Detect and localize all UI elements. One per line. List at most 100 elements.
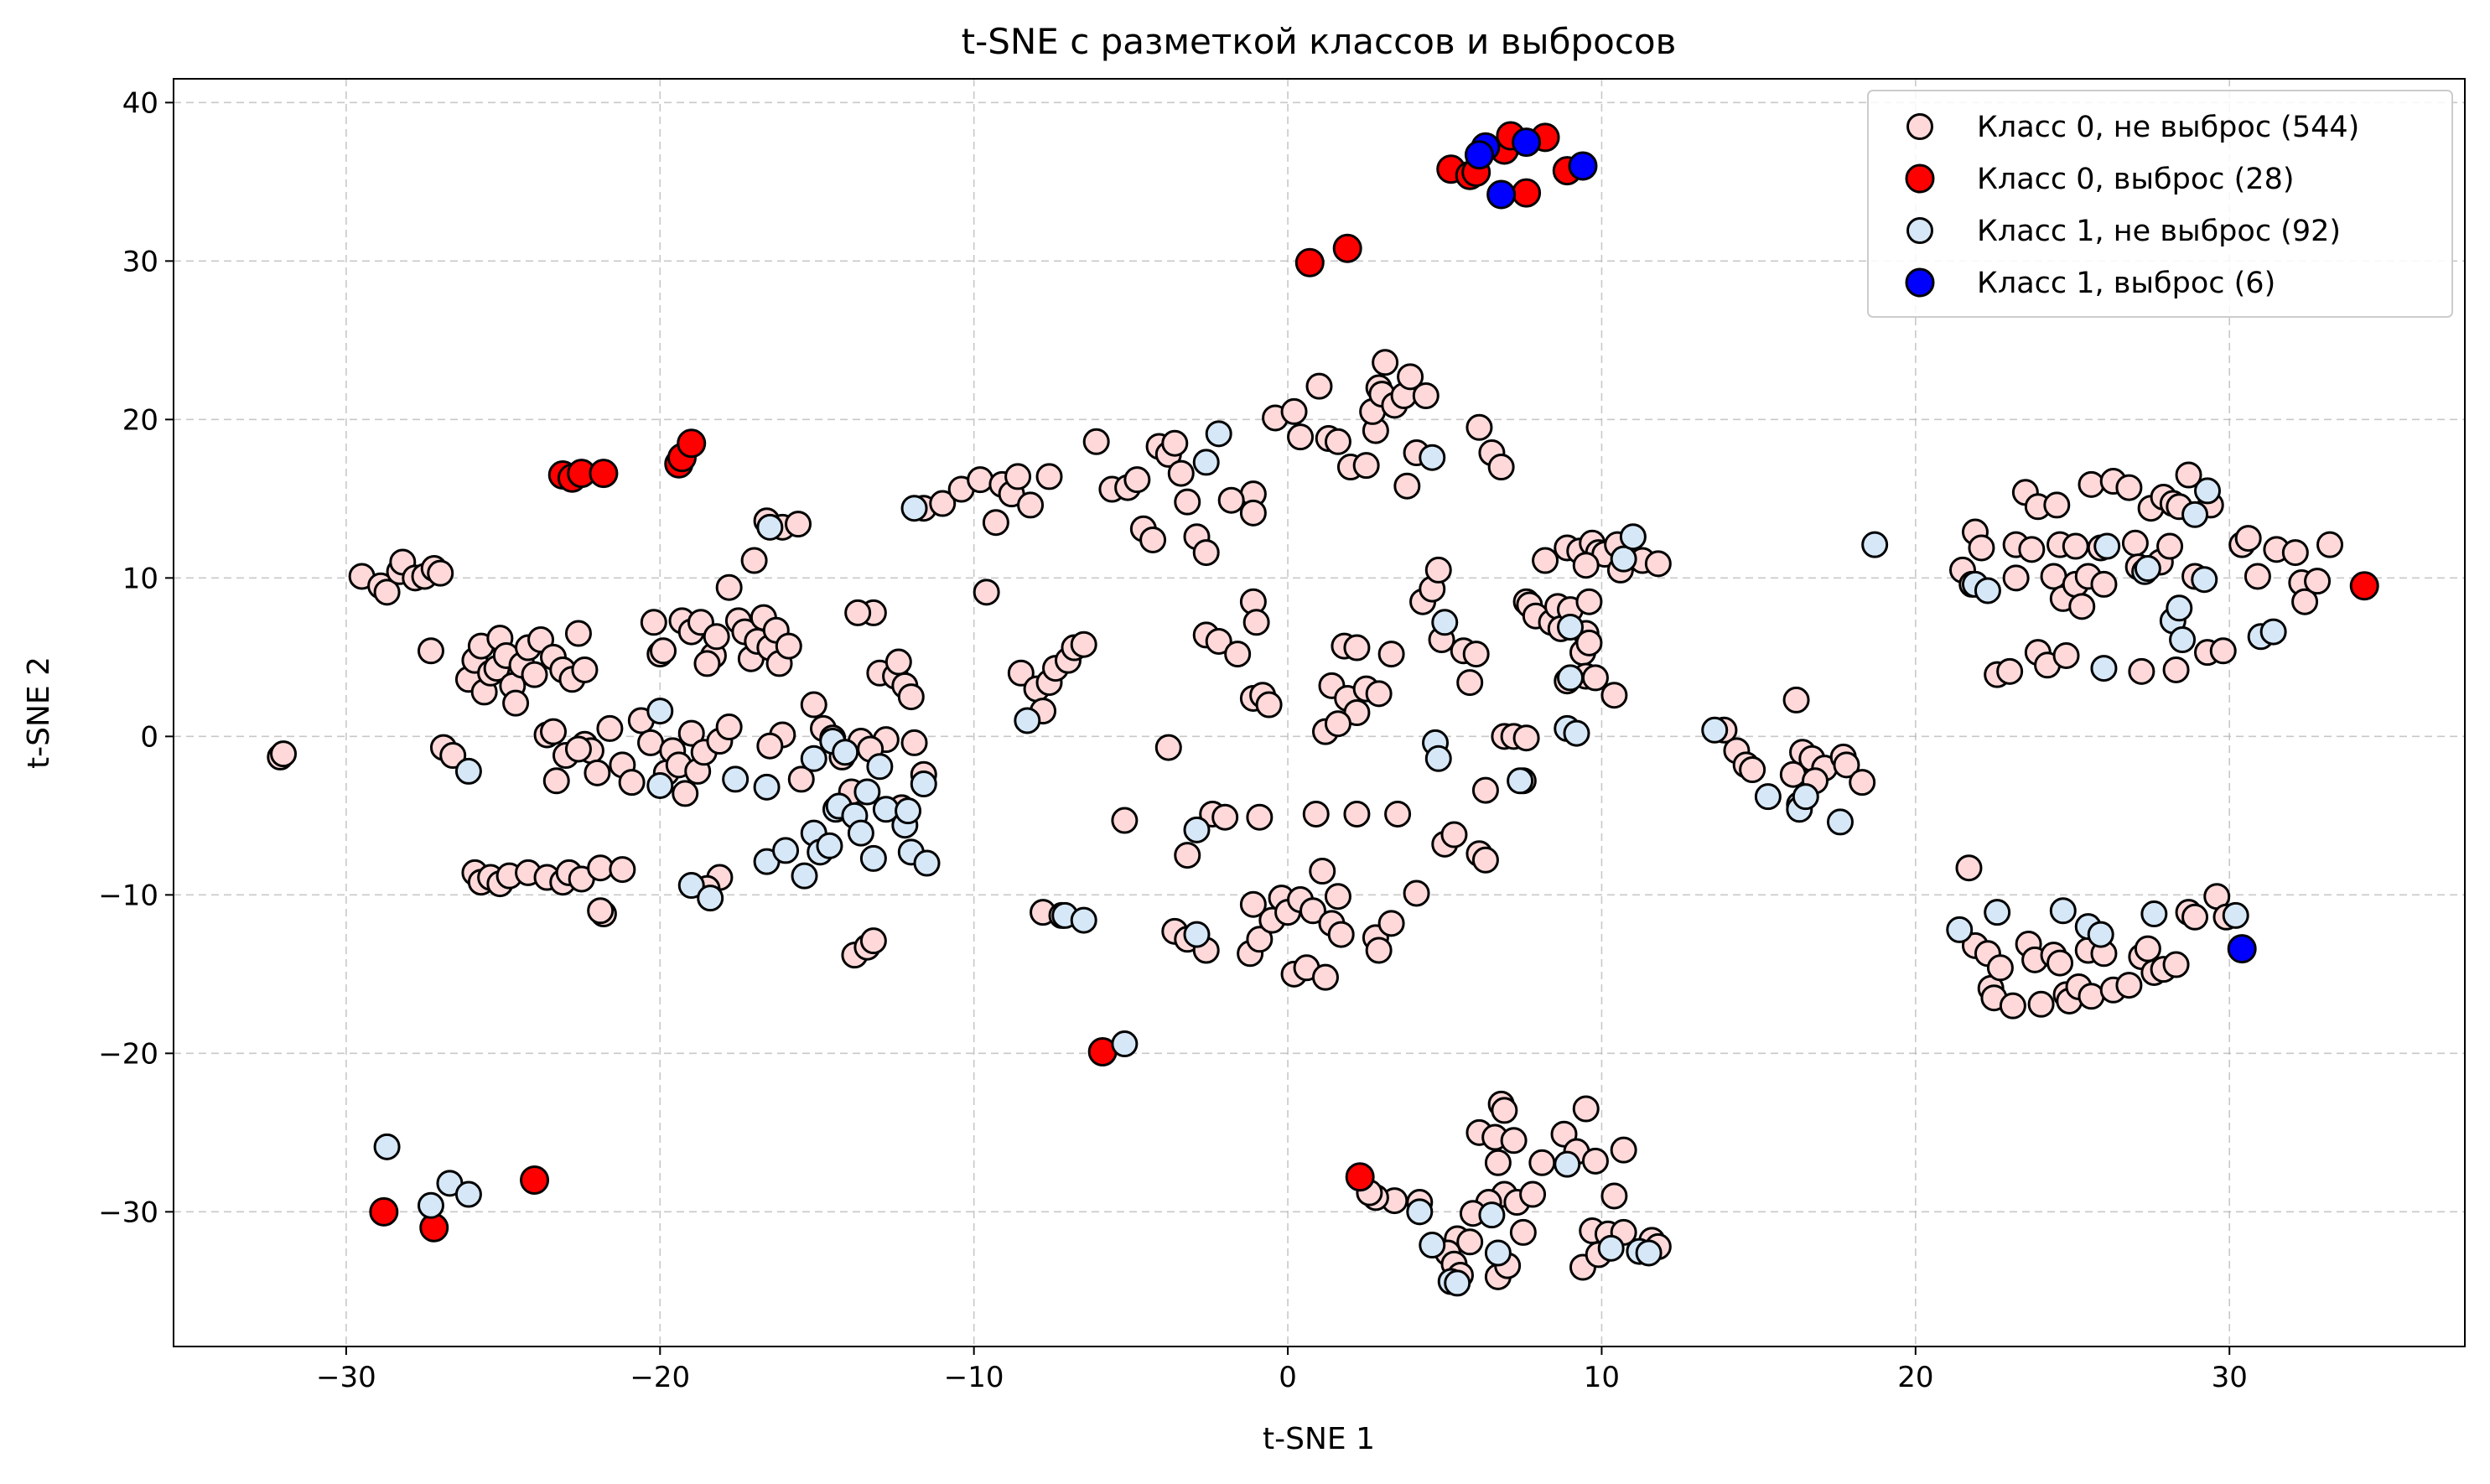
data-point (373, 579, 401, 606)
data-point (866, 753, 894, 781)
data-point (1205, 627, 1232, 655)
data-point (693, 650, 721, 677)
data-point (1487, 454, 1515, 481)
data-point (1255, 691, 1283, 719)
y-tick-label: 40 (122, 86, 158, 120)
data-point (1484, 1149, 1512, 1176)
data-point (2194, 477, 2222, 505)
x-axis-label: t-SNE 1 (1263, 1422, 1375, 1456)
data-point (2090, 655, 2118, 682)
y-tick-label: 30 (122, 245, 158, 278)
data-point (1575, 588, 1603, 615)
data-point (2162, 656, 2190, 683)
data-point (1440, 821, 1468, 848)
data-point (2078, 470, 2105, 498)
data-point (502, 689, 530, 717)
data-point (1597, 1234, 1625, 1262)
data-point (2316, 531, 2344, 558)
data-point (1343, 634, 1371, 662)
data-point (1205, 420, 1232, 448)
legend: Класс 0, не выброс (544) Класс 0, выброс … (1867, 90, 2453, 318)
data-point (2128, 657, 2155, 685)
data-point (722, 765, 750, 793)
points (267, 121, 2379, 1297)
legend-label-2: Класс 1, не выброс (92) (1977, 215, 2341, 248)
data-point (2078, 983, 2105, 1010)
data-point (571, 656, 599, 683)
y-tick-label: −10 (98, 879, 158, 912)
data-point (564, 735, 592, 763)
data-point (1393, 472, 1421, 500)
data-point (369, 1196, 399, 1227)
data-point (373, 1133, 401, 1160)
data-point (897, 683, 925, 711)
data-point (1500, 1127, 1528, 1155)
data-point (2209, 637, 2237, 665)
data-point (929, 490, 957, 517)
data-point (1512, 724, 1540, 752)
data-point (1424, 745, 1452, 772)
data-point (2227, 934, 2257, 964)
data-point (775, 632, 802, 660)
data-point (1242, 609, 1270, 636)
data-point (1324, 428, 1351, 455)
legend-marker-1 (1905, 163, 1935, 194)
data-point (1384, 800, 1412, 828)
data-point (2018, 536, 2046, 563)
data-point (1211, 803, 1239, 831)
data-point (2304, 568, 2332, 595)
x-tick-label: −30 (316, 1361, 376, 1394)
data-point (1462, 641, 1490, 668)
data-point (1007, 659, 1035, 687)
data-point (2040, 563, 2067, 590)
legend-label-1: Класс 0, выброс (28) (1977, 163, 2295, 196)
data-point (646, 771, 674, 799)
data-point (2181, 903, 2209, 931)
data-point (2062, 532, 2089, 560)
data-point (2281, 539, 2309, 567)
data-point (1456, 669, 1484, 697)
data-point (1456, 1228, 1484, 1256)
data-point (1575, 629, 1603, 656)
data-point (1352, 452, 1380, 480)
data-point (587, 897, 615, 925)
data-point (520, 1165, 550, 1196)
data-point (900, 495, 928, 522)
data-point (967, 466, 994, 494)
data-point (2191, 566, 2218, 594)
data-point (800, 691, 827, 719)
data-point (1986, 954, 2014, 982)
data-point (637, 729, 665, 756)
data-point (844, 599, 872, 626)
data-point (1239, 890, 1267, 918)
data-point (1183, 816, 1211, 843)
data-point (1754, 783, 1782, 811)
data-point (1782, 686, 1810, 713)
data-point (1572, 1095, 1600, 1123)
data-point (1444, 1269, 1471, 1297)
data-point (2162, 951, 2190, 978)
data-point (1471, 846, 1499, 874)
data-point (1610, 545, 1637, 573)
data-point (1532, 547, 1559, 574)
data-point (1327, 921, 1355, 948)
data-point (1070, 906, 1097, 934)
data-point (2134, 555, 2161, 583)
data-point (2134, 935, 2161, 963)
data-point (646, 698, 674, 725)
data-point (1111, 1030, 1139, 1058)
data-point (650, 637, 677, 665)
data-point (910, 771, 937, 798)
data-point (816, 832, 843, 859)
data-point (417, 637, 444, 665)
data-point (542, 767, 570, 795)
data-point (2175, 461, 2202, 489)
data-point (859, 927, 887, 955)
data-point (677, 872, 705, 900)
data-point (2043, 491, 2071, 519)
data-point (703, 623, 730, 651)
data-point (1287, 423, 1315, 451)
data-point (1161, 429, 1189, 457)
data-point (587, 854, 615, 882)
data-point (521, 661, 548, 688)
